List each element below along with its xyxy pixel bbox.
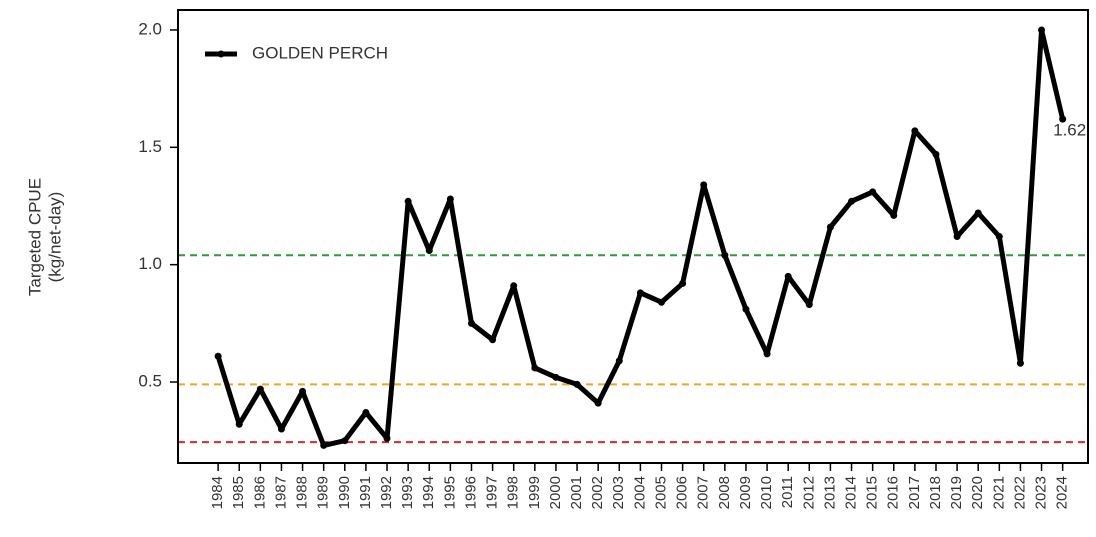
point xyxy=(1059,115,1067,123)
x-tick-label: 2004 xyxy=(631,476,648,509)
x-tick-label: 1986 xyxy=(251,476,268,509)
point xyxy=(277,425,285,433)
x-tick-label: 2018 xyxy=(927,476,944,509)
point xyxy=(784,272,792,280)
point xyxy=(932,150,940,158)
point xyxy=(235,420,243,428)
point xyxy=(362,409,370,417)
point xyxy=(805,301,813,309)
point xyxy=(214,352,222,360)
x-tick-label: 2009 xyxy=(737,476,754,509)
point xyxy=(679,279,687,287)
point xyxy=(531,364,539,372)
x-tick-label: 1985 xyxy=(230,476,247,509)
point xyxy=(299,387,307,395)
x-tick-label: 1995 xyxy=(441,476,458,509)
x-tick-label: 1990 xyxy=(336,476,353,509)
point xyxy=(848,197,856,205)
x-tick-label: 2019 xyxy=(948,476,965,509)
y-tick-label: 2.0 xyxy=(138,19,162,38)
point xyxy=(341,437,349,445)
x-tick-label: 1989 xyxy=(315,476,332,509)
series-line xyxy=(215,27,1066,448)
point xyxy=(911,127,919,135)
point xyxy=(573,380,581,388)
x-tick-label: 1997 xyxy=(484,476,501,509)
point xyxy=(320,441,328,449)
x-tick-label: 2022 xyxy=(1011,476,1028,509)
x-tick-label: 1984 xyxy=(209,476,226,509)
point xyxy=(446,195,454,203)
x-tick-label: 2006 xyxy=(674,476,691,509)
legend-marker xyxy=(217,50,225,58)
point xyxy=(974,209,982,217)
point xyxy=(467,319,475,327)
point xyxy=(256,385,264,393)
y-axis-label: (kg/net-day) xyxy=(45,192,64,283)
point xyxy=(995,233,1003,240)
point xyxy=(1016,359,1024,367)
x-tick-label: 2008 xyxy=(716,476,733,509)
point xyxy=(615,357,623,365)
x-tick-label: 2014 xyxy=(842,476,859,509)
y-axis-label: Targeted CPUE xyxy=(25,178,44,296)
y-tick-label: 1.5 xyxy=(138,137,162,156)
x-tick-label: 1992 xyxy=(378,476,395,509)
x-tick-label: 2024 xyxy=(1054,476,1071,509)
x-tick-label: 2007 xyxy=(695,476,712,509)
x-tick-label: 2013 xyxy=(821,476,838,509)
point xyxy=(700,181,708,189)
point xyxy=(489,336,497,344)
x-tick-label: 2015 xyxy=(864,476,881,509)
legend-label: GOLDEN PERCH xyxy=(252,43,388,62)
point xyxy=(953,233,961,240)
x-tick-label: 1991 xyxy=(357,476,374,509)
value-label: 1.62 xyxy=(1053,121,1086,140)
x-tick-label: 1994 xyxy=(420,476,437,509)
point xyxy=(826,223,834,231)
x-tick-label: 1996 xyxy=(462,476,479,509)
x-tick-label: 2020 xyxy=(969,476,986,509)
point xyxy=(425,247,433,255)
point xyxy=(658,298,666,306)
x-tick-label: 1999 xyxy=(526,476,543,509)
x-tick-label: 2002 xyxy=(589,476,606,509)
x-tick-label: 1993 xyxy=(399,476,416,509)
x-tick-label: 2021 xyxy=(990,476,1007,509)
x-tick-label: 1987 xyxy=(272,476,289,509)
y-tick-label: 0.5 xyxy=(138,372,162,391)
point xyxy=(594,399,602,407)
x-tick-label: 2023 xyxy=(1033,476,1050,509)
point xyxy=(763,350,771,358)
point xyxy=(636,289,644,297)
point xyxy=(510,282,518,290)
x-tick-label: 1998 xyxy=(505,476,522,509)
point xyxy=(742,305,750,313)
point xyxy=(721,251,729,259)
x-tick-label: 2010 xyxy=(758,476,775,509)
point xyxy=(869,188,877,196)
x-tick-label: 2017 xyxy=(906,476,923,509)
point xyxy=(552,373,560,381)
point xyxy=(404,197,412,205)
x-tick-label: 2003 xyxy=(610,476,627,509)
x-tick-label: 2005 xyxy=(652,476,669,509)
point xyxy=(1038,26,1046,34)
x-tick-label: 2001 xyxy=(568,476,585,509)
plot-frame xyxy=(177,9,1089,464)
point xyxy=(383,434,391,442)
y-tick-label: 1.0 xyxy=(138,254,162,273)
point xyxy=(890,211,898,219)
x-tick-label: 2011 xyxy=(779,476,796,508)
x-tick-label: 2000 xyxy=(547,476,564,509)
x-tick-label: 1988 xyxy=(294,476,311,509)
x-tick-label: 2016 xyxy=(885,476,902,509)
x-tick-label: 2012 xyxy=(800,476,817,509)
